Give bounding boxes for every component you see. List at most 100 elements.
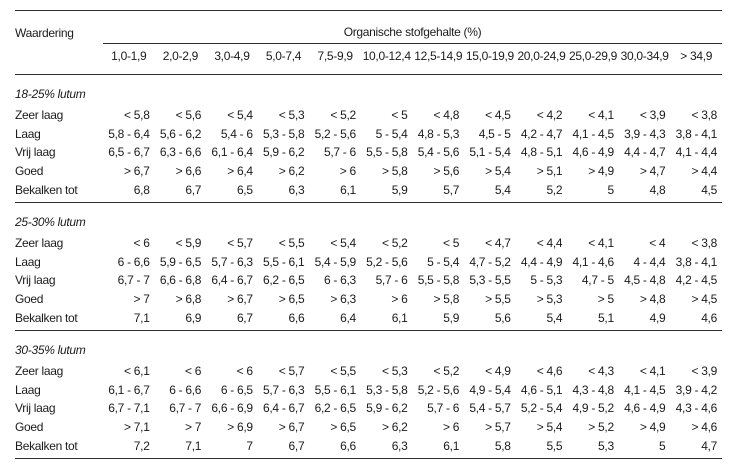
table-cell: < 5,4 [330,236,356,251]
table-row: Vrij laag 6,7 - 7,1 6,7 - 7 6,6 - 6,9 6,4 - … [15,399,722,418]
table-cell: 6,7 [288,438,305,453]
table-cell: < 4,1 [588,236,614,251]
table-cell: 5,2 [546,182,563,197]
table-section: 18-25% lutum Zeer laag < 5,8 < 5,6 < 5,4 < 5,… [15,75,722,203]
table-cell: > 6,4 [227,164,253,179]
table-cell: < 4,4 [536,236,563,251]
table-cell: 6,1 - 6,4 [211,145,253,160]
table-cell: 6 - 6,3 [323,273,356,288]
table-cell: > 6,7 [124,164,150,179]
table-cell: < 6 [133,236,150,251]
table-cell: < 5 [391,108,408,123]
table-cell: 7,1 [133,310,150,325]
table-cell: 5,1 [598,310,614,325]
table-cell: < 4,9 [485,364,511,379]
table-cell: > 6 [339,164,356,179]
table-cell: < 4,7 [485,236,511,251]
table-row: Goed > 7 > 6,8 > 6,7 > 6,5 > 6,3 > 6 > 5,8 > 5,5… [15,290,722,309]
table-cell: < 5,6 [175,108,202,123]
row-label: Goed [15,292,44,307]
table-cell: 6 - 6,6 [117,254,150,269]
table-cell: 6 - 6,5 [220,382,253,397]
row-label: Vrij laag [15,401,56,416]
table-cell: 6,6 - 6,9 [211,401,253,416]
table-cell: > 6,2 [278,164,305,179]
table-cell: 3,8 - 4,1 [675,254,718,269]
table-cell: 5,7 - 6,3 [211,254,253,269]
column-header: 2,0-2,9 [162,49,199,63]
table-cell: < 4 [649,236,666,251]
table-cell: < 6 [236,364,253,379]
table-cell: 5 - 5,4 [427,254,460,269]
table-cell: 6,5 - 6,7 [108,145,150,160]
table-row: Goed > 6,7 > 6,6 > 6,4 > 6,2 > 6 > 5,8 > 5,6 > 5… [15,162,722,181]
table-cell: 5,5 [546,438,563,453]
table-cell: 6,3 [288,182,305,197]
table-cell: 6,6 [340,438,356,453]
table-section: 25-30% lutum Zeer laag < 6 < 5,9 < 5,7 < 5,5 <… [15,203,722,331]
table-cell: 6,4 - 6,7 [211,273,253,288]
table-cell: 5,7 - 6 [427,401,460,416]
row-label: Goed [15,164,44,179]
table-cell: < 3,9 [691,364,717,379]
table-cell: > 6,7 [278,420,305,435]
column-header: 1,0-1,9 [111,49,147,63]
table-cell: 4,1 - 4,5 [572,126,615,141]
table-cell: < 3,9 [639,108,666,123]
table-cell: 6,4 - 6,7 [263,401,305,416]
table-cell: 5,5 - 5,8 [417,273,460,288]
table-cell: < 4,5 [485,108,511,123]
table-cell: > 5,7 [485,420,511,435]
table-cell: 5,5 - 6,1 [263,254,305,269]
table-cell: < 5,5 [330,364,356,379]
table-row: Bekalken tot 7,2 7,1 7 6,7 6,6 6,3 6,1 5,8 5,5 5,3… [15,436,722,455]
column-header-row: 1,0-1,9 2,0-2,9 3,0-4,9 5,0-7,4 7,5-9,9 10,0-… [15,44,722,75]
table-cell: 5,2 - 5,4 [520,401,563,416]
row-label: Vrij laag [15,273,56,288]
row-label: Zeer laag [15,236,63,251]
table-cell: 5,8 - 6,4 [108,126,150,141]
table-row: Vrij laag 6,7 - 7 6,6 - 6,8 6,4 - 6,7 6,2 - … [15,271,722,290]
table-cell: 4,3 - 4,8 [572,382,615,397]
column-header: 10,0-12,4 [362,49,411,63]
column-header: 25,0-29,9 [569,49,618,63]
table-cell: 6,4 [340,310,356,325]
table-header-band: Waardering Organische stofgehalte (%) [15,11,722,44]
row-label: Vrij laag [15,145,56,160]
table-cell: > 4,7 [639,164,666,179]
liming-table: Waardering Organische stofgehalte (%) 1,… [15,10,722,459]
table-cell: 5,4 [494,182,511,197]
table-cell: < 4,1 [588,108,614,123]
table-cell: > 5 [597,292,614,307]
table-cell: < 5 [442,236,460,251]
table-cell: > 6 [442,420,460,435]
table-cell: > 5,2 [588,420,614,435]
table-cell: 6,6 [288,310,305,325]
row-label: Goed [15,420,44,435]
table-cell: > 5,6 [433,164,460,179]
table-cell: > 7 [185,420,202,435]
table-cell: 6 - 6,6 [169,382,202,397]
table-cell: < 3,8 [691,108,717,123]
table-cell: 4,2 - 4,5 [675,273,718,288]
table-cell: < 4,6 [536,364,563,379]
table-cell: 5 - 5,4 [375,126,408,141]
table-cell: 5,3 - 5,8 [263,126,305,141]
table-cell: 5,4 - 5,7 [469,401,511,416]
table-cell: 4,1 - 4,5 [624,382,666,397]
table-cell: > 5,8 [433,292,460,307]
table-cell: 5,7 - 6 [375,273,408,288]
table-cell: 5 [659,438,666,453]
table-row: Zeer laag < 6,1 < 6 < 6 < 5,7 < 5,5 < 5,3 < 5,2… [15,362,722,381]
table-cell: 6,7 - 7 [169,401,202,416]
row-label: Zeer laag [15,364,63,379]
table-cell: < 5,7 [278,364,305,379]
table-cell: < 3,8 [691,236,717,251]
table-cell: 5,2 - 5,6 [417,382,460,397]
table-cell: > 4,8 [639,292,666,307]
table-cell: < 5,2 [381,236,408,251]
column-header: 3,0-4,9 [214,49,250,63]
table-cell: 3,8 - 4,1 [675,126,718,141]
table-cell: > 7 [133,292,150,307]
table-cell: 6,1 [391,310,408,325]
